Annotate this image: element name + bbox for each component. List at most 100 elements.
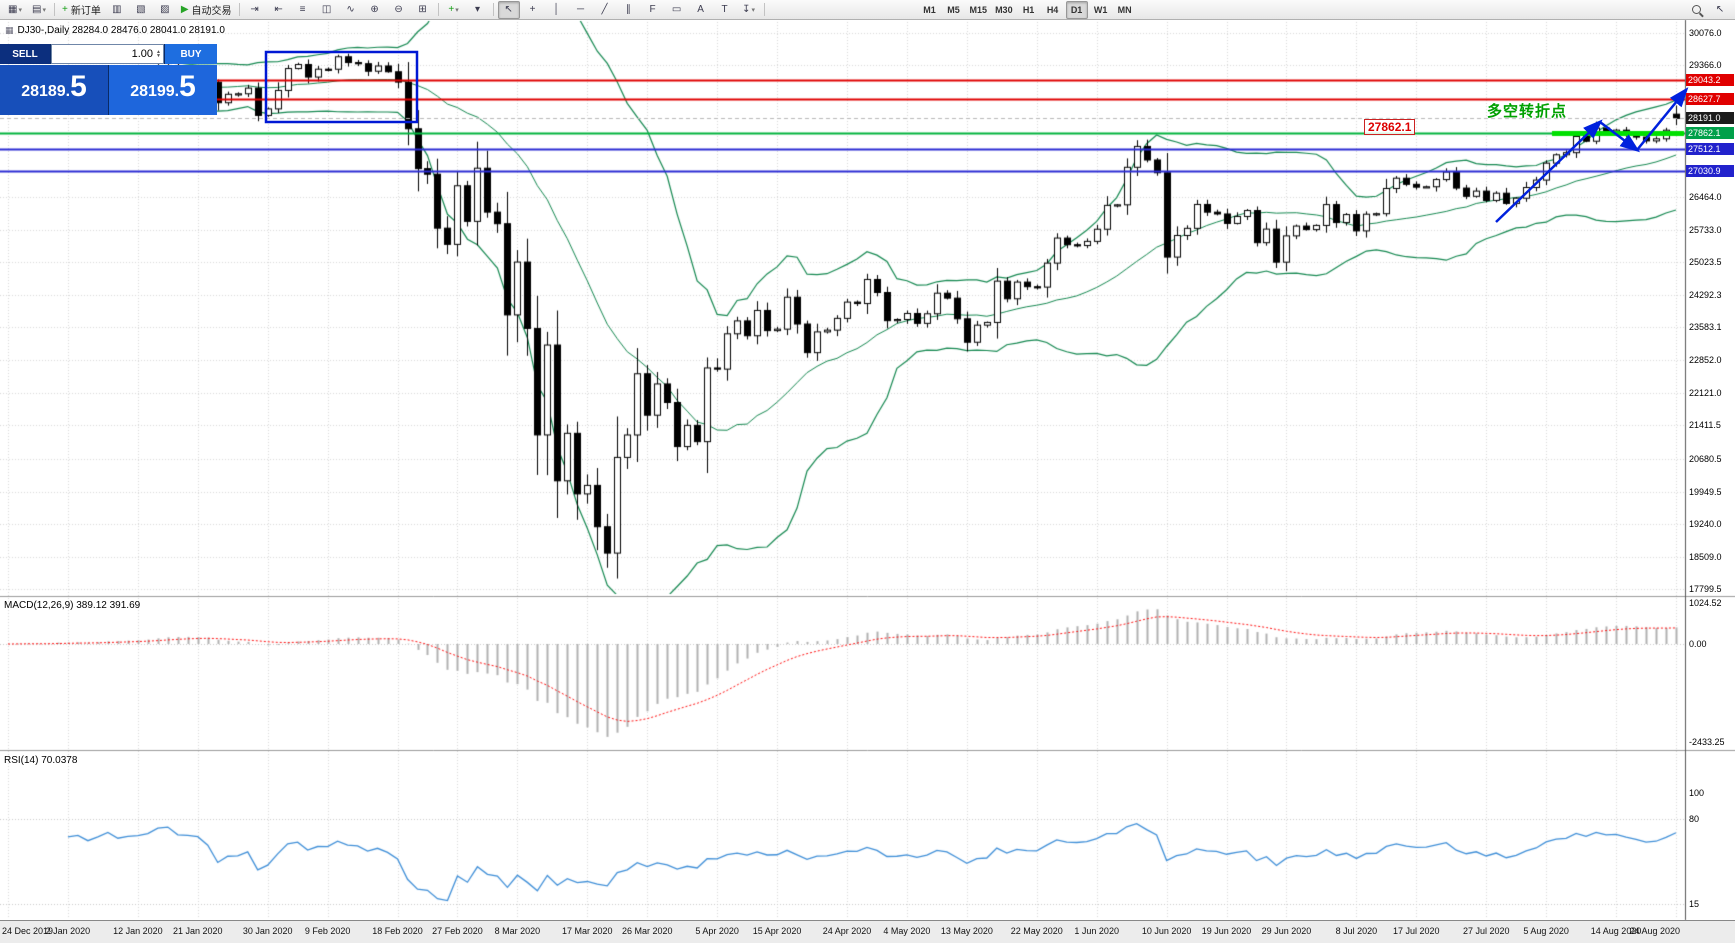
trendline-icon: ╱: [601, 3, 608, 15]
spinner-down-icon[interactable]: ▼: [156, 53, 161, 59]
new-order-button-label: 新订单: [70, 6, 101, 17]
timeframe-w1-label: W1: [1093, 4, 1108, 15]
sell-price-pip: 5: [70, 70, 87, 103]
pointer-icon[interactable]: ↖: [1709, 1, 1731, 19]
chart-shift-icon[interactable]: ⇥: [244, 1, 266, 19]
zoom-out-icon: ⊖: [394, 3, 403, 15]
profiles-icon: ▤: [32, 3, 42, 15]
arrows-icon[interactable]: ↧ ▾: [738, 1, 760, 19]
text-label-icon[interactable]: T: [714, 1, 736, 19]
timeframe-h1[interactable]: H1: [1018, 1, 1040, 19]
autotrading-button[interactable]: ▶ 自动交易: [178, 1, 235, 19]
zoom-in-icon[interactable]: ⊕: [364, 1, 386, 19]
timeframe-m30-label: M30: [995, 4, 1013, 15]
macd-indicator-label: MACD(12,26,9) 389.12 391.69: [4, 600, 141, 611]
zoom-out-icon[interactable]: ⊖: [388, 1, 410, 19]
x-axis-label: 15 Apr 2020: [752, 926, 802, 936]
tile-windows-icon: ⊞: [418, 3, 427, 15]
new-chart-icon: ▦: [8, 3, 18, 15]
periods-menu-icon[interactable]: ▾: [467, 1, 489, 19]
main-toolbar: ▦ ▾ ▤ ▾ + 新订单 ▥ ▧ ▨ ▶ 自动交易 ⇥ ⇤ ≡ ◫ ∿ ⊕ ⊖ ⊞ + ▾ ▾ ↖ + │ ─ ╱ ∥ F ▭ A T ↧ ▾ M…: [0, 0, 1735, 20]
timeframe-d1-label: D1: [1070, 4, 1083, 15]
x-axis-label: 4 May 2020: [883, 926, 931, 936]
volume-spinner[interactable]: ▲ ▼: [156, 49, 161, 59]
chart-window-icon: ▦: [5, 25, 14, 35]
timeframe-m5-label: M5: [947, 4, 960, 15]
x-axis-label: 9 Feb 2020: [304, 926, 351, 936]
new-order-button[interactable]: + 新订单: [59, 1, 104, 19]
timeframe-w1[interactable]: W1: [1090, 1, 1112, 19]
spinner-up-icon[interactable]: ▲: [156, 49, 161, 55]
data-window-icon[interactable]: ▧: [130, 1, 152, 19]
x-axis-label: 24 Aug 2020: [1629, 926, 1680, 936]
horizontal-line-icon: ─: [577, 3, 585, 15]
shapes-icon: ▭: [671, 3, 682, 15]
auto-scroll-icon[interactable]: ⇤: [268, 1, 290, 19]
zoom-in-icon: ⊕: [370, 3, 379, 15]
bars-chart-icon[interactable]: ≡: [292, 1, 314, 19]
time-axis[interactable]: 24 Dec 2019 2 Jan 2020 12 Jan 2020 21 Jan 2…: [0, 920, 1735, 943]
timeframe-h4[interactable]: H4: [1042, 1, 1064, 19]
buy-price[interactable]: 28199. 5: [109, 65, 217, 115]
vertical-line-icon: │: [553, 3, 560, 15]
x-axis-label: 12 Jan 2020: [113, 926, 163, 936]
search-icon[interactable]: [1685, 1, 1707, 19]
market-watch-icon[interactable]: ▥: [106, 1, 128, 19]
line-chart-icon[interactable]: ∿: [340, 1, 362, 19]
x-axis-label: 21 Jan 2020: [172, 926, 223, 936]
horizontal-line-icon[interactable]: ─: [570, 1, 592, 19]
text-icon: A: [697, 3, 704, 15]
tile-windows-icon[interactable]: ⊞: [412, 1, 434, 19]
text-icon[interactable]: A: [690, 1, 712, 19]
new-chart-icon[interactable]: ▦ ▾: [4, 1, 26, 19]
x-axis-label: 8 Mar 2020: [494, 926, 541, 936]
dropdown-caret-icon: ▾: [751, 6, 755, 14]
x-axis-label: 1 Jun 2020: [1074, 926, 1119, 936]
chart-title: DJ30-,Daily 28284.0 28476.0 28041.0 2819…: [17, 25, 225, 36]
candlestick-chart-icon[interactable]: ◫: [316, 1, 338, 19]
pointer-icon: ↖: [1715, 3, 1725, 15]
channel-icon[interactable]: ∥: [618, 1, 640, 19]
shapes-icon[interactable]: ▭: [666, 1, 688, 19]
x-axis-label: 30 Jan 2020: [242, 926, 293, 936]
x-axis-label: 27 Feb 2020: [432, 926, 483, 936]
fibonacci-icon[interactable]: F: [642, 1, 664, 19]
timeframe-m5[interactable]: M5: [943, 1, 965, 19]
profiles-icon[interactable]: ▤ ▾: [28, 1, 50, 19]
timeframe-m30[interactable]: M30: [992, 1, 1016, 19]
trendline-icon[interactable]: ╱: [594, 1, 616, 19]
crosshair-icon[interactable]: +: [522, 1, 544, 19]
chart-shift-icon: ⇥: [250, 3, 259, 15]
vertical-line-icon[interactable]: │: [546, 1, 568, 19]
timeframe-mn-label: MN: [1117, 4, 1132, 15]
line-chart-icon: ∿: [346, 3, 355, 15]
x-axis-label: 24 Apr 2020: [822, 926, 872, 936]
timeframe-h4-label: H4: [1046, 4, 1059, 15]
fibonacci-icon: F: [649, 3, 656, 15]
auto-scroll-icon: ⇤: [274, 3, 283, 15]
turning-point-annotation[interactable]: 多空转折点: [1487, 103, 1568, 120]
dropdown-caret-icon: ▾: [455, 6, 459, 14]
x-axis-label: 5 Aug 2020: [1523, 926, 1569, 936]
cursor-icon[interactable]: ↖: [497, 0, 520, 19]
market-watch-icon: ▥: [112, 3, 122, 15]
volume-input[interactable]: 1.00 ▲ ▼: [51, 44, 164, 64]
search-icon: [1691, 5, 1701, 14]
x-axis-label: 2 Jan 2020: [45, 926, 91, 936]
toolbar-separator: [492, 3, 494, 16]
terminal-icon[interactable]: ▨: [154, 1, 176, 19]
timeframe-m15[interactable]: M15: [967, 1, 991, 19]
sell-button[interactable]: SELL: [0, 44, 50, 64]
timeframe-m1[interactable]: M1: [919, 1, 941, 19]
x-axis-label: 26 Mar 2020: [621, 926, 673, 936]
x-axis-label: 19 Jun 2020: [1201, 926, 1252, 936]
x-axis-label: 14 Aug 2020: [1590, 926, 1642, 936]
buy-button[interactable]: BUY: [165, 44, 217, 64]
indicators-icon[interactable]: + ▾: [443, 1, 465, 19]
price-callout-annotation[interactable]: 27862.1: [1364, 119, 1416, 135]
timeframe-d1[interactable]: D1: [1065, 0, 1088, 19]
timeframe-mn[interactable]: MN: [1114, 1, 1136, 19]
data-window-icon: ▧: [136, 3, 146, 15]
sell-price[interactable]: 28189. 5: [0, 65, 108, 115]
